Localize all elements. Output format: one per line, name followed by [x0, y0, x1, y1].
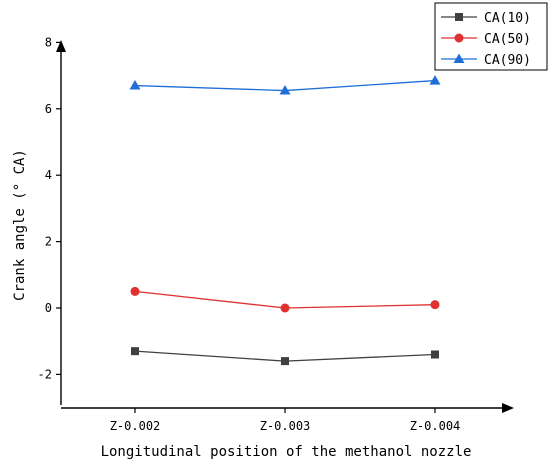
legend-entry: CA(50)	[441, 32, 531, 47]
legend-entry: CA(10)	[441, 11, 531, 26]
data-point	[280, 303, 290, 313]
legend: CA(10) CA(50) CA(90)	[434, 2, 548, 71]
y-axis-arrow	[56, 40, 66, 52]
legend-label: CA(10)	[484, 11, 531, 26]
axes	[56, 40, 514, 413]
series-2	[130, 286, 440, 313]
data-point	[431, 350, 439, 359]
legend-label: CA(50)	[484, 32, 531, 47]
x-axis-title: Longitudinal position of the methanol no…	[101, 444, 472, 460]
y-ticks: -2 0 2 4 6 8	[38, 35, 61, 381]
series-3	[129, 75, 441, 95]
legend-marker	[453, 53, 465, 63]
y-tick-label: 0	[45, 301, 52, 315]
x-tick-label: Z-0.002	[110, 419, 161, 433]
data-point	[279, 85, 291, 95]
data-point	[281, 357, 289, 366]
x-axis-arrow	[502, 403, 514, 413]
data-point	[130, 286, 140, 296]
legend-marker	[454, 33, 464, 43]
y-axis-title: Crank angle (° CA)	[12, 149, 28, 301]
y-tick-label: 6	[45, 102, 52, 116]
legend-label: CA(90)	[484, 53, 531, 68]
series-layer	[129, 75, 441, 366]
y-tick-label: -2	[38, 367, 52, 381]
data-point	[131, 347, 139, 356]
x-tick-label: Z-0.004	[410, 419, 461, 433]
data-point	[129, 80, 141, 90]
y-tick-label: 2	[45, 235, 52, 249]
data-point	[430, 300, 440, 310]
data-point	[429, 75, 441, 85]
y-tick-label: 4	[45, 168, 52, 182]
x-tick-label: Z-0.003	[260, 419, 311, 433]
legend-marker	[455, 13, 463, 21]
legend-entry: CA(90)	[441, 53, 531, 68]
series-1	[131, 347, 439, 366]
x-ticks: Z-0.002 Z-0.003 Z-0.004	[110, 408, 461, 433]
y-tick-label: 8	[45, 35, 52, 49]
